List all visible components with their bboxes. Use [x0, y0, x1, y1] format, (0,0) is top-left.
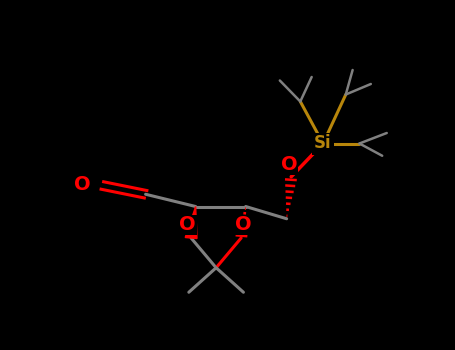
Text: O: O: [179, 216, 196, 234]
Text: Si: Si: [314, 134, 332, 153]
Polygon shape: [185, 206, 197, 238]
Text: O: O: [281, 155, 297, 174]
Text: O: O: [235, 216, 252, 234]
Text: O: O: [74, 175, 91, 194]
